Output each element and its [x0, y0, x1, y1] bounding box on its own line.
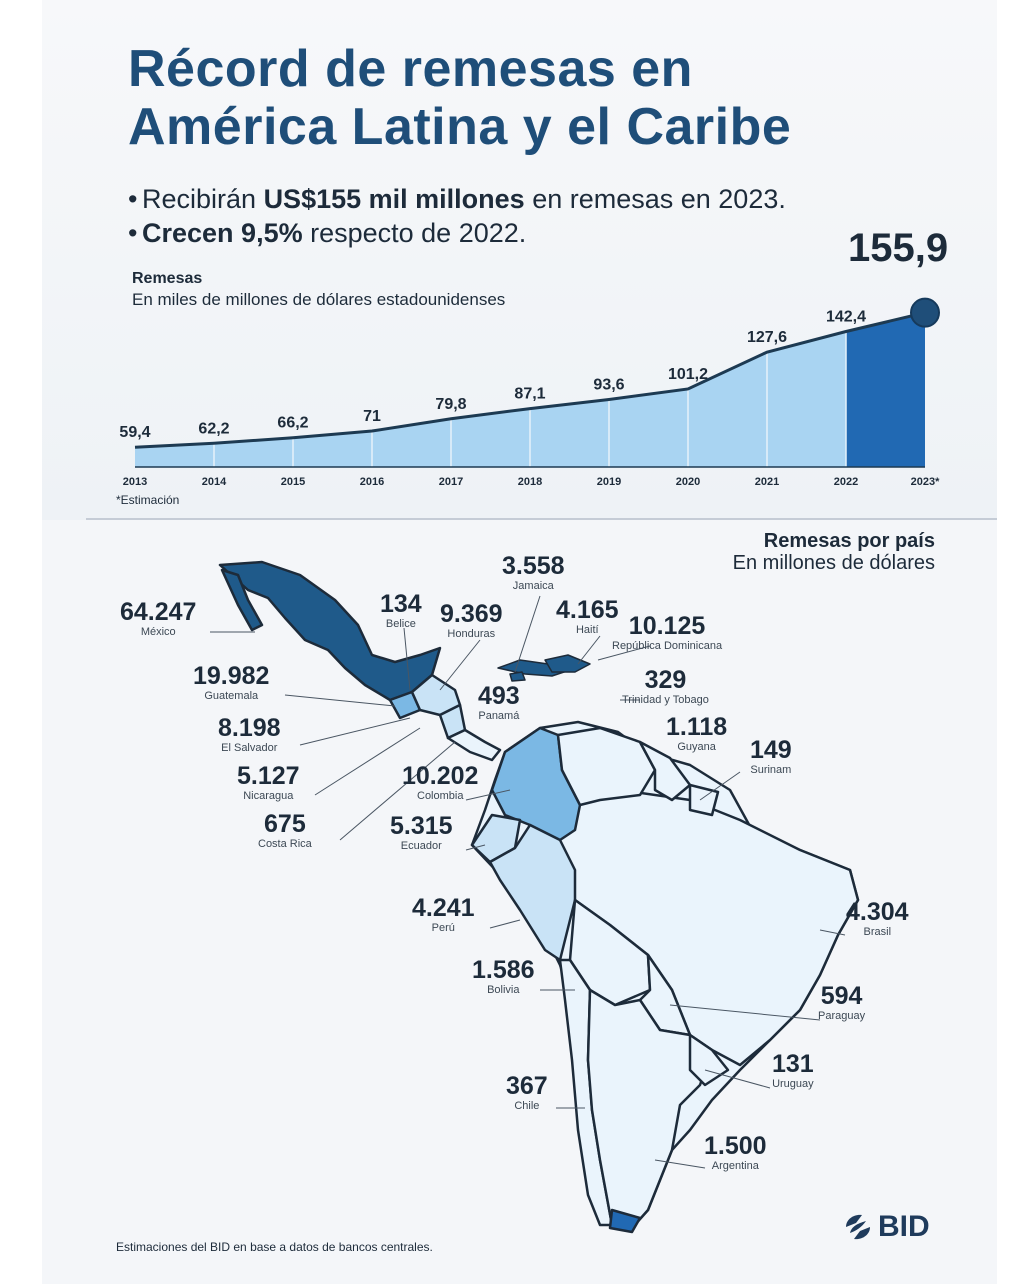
label-haiti: 4.165 Haití [556, 596, 619, 636]
label-colombia: 10.202 Colombia [402, 762, 479, 802]
area-segment-2014 [214, 437, 293, 467]
label-ecuador: 5.315 Ecuador [390, 812, 453, 852]
remittances-area-chart: 59,4 62,2 66,2 71 79,8 87,1 93,6 101,2 127,6 142,… [119, 297, 940, 488]
area-segment-2013 [135, 443, 214, 467]
data-label-2019: 93,6 [593, 377, 624, 394]
leader-lines [210, 595, 846, 1169]
x-tick-2019: 2019 [597, 476, 621, 488]
label-honduras: 9.369 Honduras [440, 600, 503, 640]
map-heading: Remesas por país En millones de dólares [733, 530, 935, 574]
section-divider [86, 518, 997, 520]
x-tick-2015: 2015 [281, 476, 305, 488]
map-subtitle: En millones de dólares [732, 552, 935, 574]
fact-1-post: en remesas en 2023. [524, 184, 786, 214]
label-peru: 4.241 Perú [412, 894, 475, 934]
guyana-shape [638, 740, 692, 802]
data-label-2020: 101,2 [668, 366, 708, 383]
data-label-2014: 62,2 [198, 420, 229, 437]
jamaica-shape [509, 671, 526, 682]
argentina-shape [586, 988, 714, 1230]
bid-logo: BID [842, 1208, 952, 1246]
x-tick-2023*: 2023* [911, 476, 940, 488]
area-segment-2016 [372, 418, 451, 467]
area-segment-2018 [530, 399, 609, 467]
label-brasil: 4.304 Brasil [846, 898, 909, 938]
label-bolivia: 1.586 Bolivia [472, 956, 535, 996]
series-line [134, 311, 926, 449]
label-guatemala: 19.982 Guatemala [193, 662, 270, 702]
ecuador-shape [470, 813, 522, 864]
label-el-salvador: 8.198 El Salvador [218, 714, 281, 754]
label-paraguay: 594 Paraguay [818, 982, 866, 1022]
x-tick-2022: 2022 [834, 476, 858, 488]
area-segment-2019 [609, 388, 688, 467]
data-label-2021: 127,6 [747, 329, 787, 346]
area-segment-2022 [846, 312, 925, 467]
label-guyana: 1.118 Guyana [666, 713, 728, 753]
area-segments [135, 312, 925, 467]
x-tick-2014: 2014 [202, 476, 227, 488]
key-facts: • Recibirán US$155 mil millones en remesa… [128, 182, 786, 250]
highlight-point [910, 297, 940, 328]
uruguay-shape [688, 1033, 730, 1087]
fact-2-bold: Crecen 9,5% [142, 218, 303, 248]
fact-2-post: respecto de 2022. [302, 218, 527, 248]
highlight-value: 155,9 [848, 226, 949, 270]
x-tick-2016: 2016 [360, 476, 384, 488]
baja-california-shape [220, 568, 264, 632]
label-surinam: 149 Surinam [750, 736, 792, 776]
title-line-1: Récord de remesas en [128, 40, 693, 98]
label-argentina: 1.500 Argentina [704, 1132, 767, 1172]
tierra-del-fuego-shape [608, 1208, 642, 1234]
map-title: Remesas por país [763, 530, 935, 552]
label-panama: 493 Panamá [478, 682, 520, 722]
label-chile: 367 Chile [506, 1072, 548, 1112]
venezuela-shape [556, 726, 657, 807]
label-mexico: 64.247 México [120, 598, 197, 638]
year-separators [135, 331, 925, 468]
label-trinidad-y-tobago: 329 Trinidad y Tobago [622, 666, 709, 706]
title-line-2: América Latina y el Caribe [128, 98, 792, 156]
data-label-2013: 59,4 [119, 424, 150, 441]
fact-1-pre: Recibirán [142, 184, 264, 214]
label-republica-dominicana: 10.125 República Dominicana [612, 612, 723, 652]
chart-subtitle: En miles de millones de dólares estadoun… [132, 290, 506, 309]
data-label-2015: 66,2 [277, 415, 308, 432]
colombia-shape [490, 726, 582, 842]
chart-title: Remesas [132, 270, 203, 287]
label-uruguay: 131 Uruguay [772, 1050, 814, 1090]
page-title: Récord de remesas en América Latina y el… [128, 40, 791, 156]
fact-2: • Crecen 9,5% respecto de 2022. [128, 218, 527, 248]
source-note: Estimaciones del BID en base a datos de … [116, 1240, 433, 1254]
area-segment-2015 [293, 431, 372, 467]
data-label-2017: 79,8 [435, 396, 466, 413]
data-label-2016: 71 [363, 408, 381, 425]
x-tick-2017: 2017 [439, 476, 463, 488]
x-tick-2020: 2020 [676, 476, 700, 488]
x-tick-labels: 2013 2014 2015 2016 2017 2018 2019 2020 2021 2022… [123, 476, 940, 488]
x-tick-2021: 2021 [755, 476, 779, 488]
x-tick-2013: 2013 [123, 476, 147, 488]
data-label-2022: 142,4 [826, 309, 866, 326]
fact-1: • Recibirán US$155 mil millones en remesa… [128, 184, 786, 214]
label-jamaica: 3.558 Jamaica [502, 552, 565, 592]
hispaniola-shape [544, 654, 591, 673]
label-nicaragua: 5.127 Nicaragua [237, 762, 300, 802]
estimate-footnote: *Estimación [116, 493, 180, 507]
bid-logo-text: BID [878, 1210, 930, 1243]
area-segment-2017 [451, 408, 530, 467]
data-labels: 59,4 62,2 66,2 71 79,8 87,1 93,6 101,2 127,6 142,… [119, 309, 866, 442]
area-segment-2021 [767, 331, 846, 467]
costa-rica-panama-shape [446, 728, 502, 762]
label-belice: 134 Belice [380, 590, 422, 630]
data-label-2018: 87,1 [514, 386, 545, 403]
bid-logo-mark [846, 1214, 870, 1240]
x-tick-2018: 2018 [518, 476, 542, 488]
label-costa-rica: 675 Costa Rica [258, 810, 312, 850]
fact-1-bold: US$155 mil millones [263, 184, 525, 214]
